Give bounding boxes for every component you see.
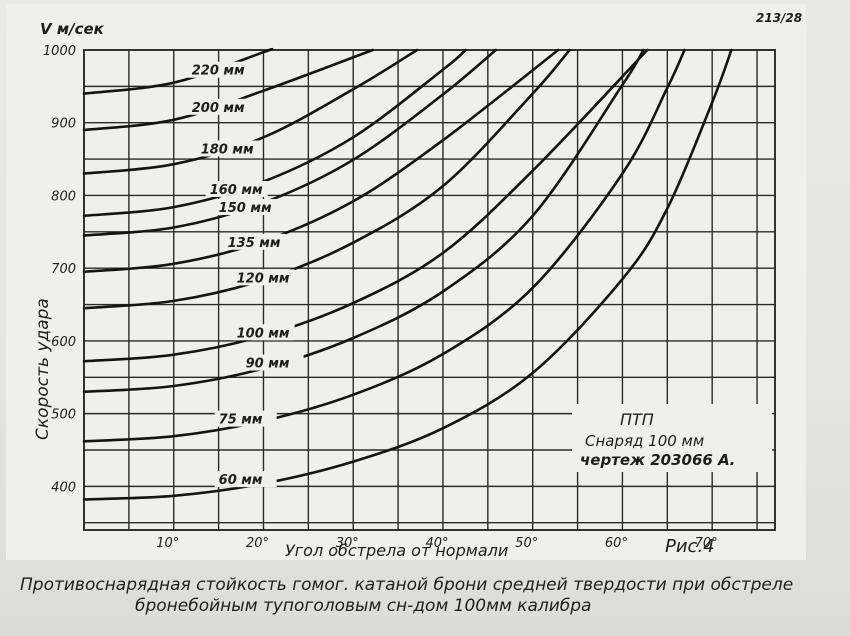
- curve-label: 180 мм: [201, 142, 254, 157]
- curve-label: 150 мм: [219, 201, 272, 216]
- annotation-mask: [572, 404, 772, 472]
- y-tick-label: 500: [51, 408, 76, 423]
- curve-label: 90 мм: [246, 357, 290, 372]
- y-tick-label: 800: [51, 189, 76, 204]
- x-tick-label: 30°: [336, 536, 359, 551]
- y-tick-label: 600: [51, 335, 76, 350]
- document-number: 213/28: [756, 11, 802, 25]
- curve-label: 60 мм: [219, 473, 263, 488]
- x-tick-label: 40°: [425, 536, 448, 551]
- curve-label-mask: [196, 140, 259, 157]
- curve-label-mask: [223, 233, 286, 250]
- series-line-160-мм: [82, 48, 467, 218]
- curve-label-mask: [214, 471, 277, 488]
- x-tick-label: 10°: [156, 536, 179, 551]
- tick-labels: 400 500 600 700 800 900 1000 10° 20° 30° 40° 50° 60°…: [43, 44, 718, 551]
- curve-label: 160 мм: [210, 183, 263, 198]
- curve-label-mask: [187, 61, 250, 78]
- y-axis-label: Скорость удара: [33, 298, 53, 440]
- series-line-120-мм: [82, 48, 571, 310]
- curve-label-mask: [214, 199, 277, 216]
- curve-label: 135 мм: [228, 236, 281, 251]
- y-unit-label: V м/сек: [40, 20, 105, 38]
- caption-line-2: бронебойным тупоголовым сн-дом 100мм кал…: [135, 596, 592, 616]
- series-line-150-мм: [82, 48, 498, 237]
- series-line-60-мм: [82, 48, 733, 501]
- curve-label-mask: [187, 98, 250, 115]
- series-line-135-мм: [82, 48, 560, 274]
- x-tick-label: 60°: [605, 536, 628, 551]
- series-line-100-мм: [82, 48, 649, 363]
- x-tick-label: 20°: [246, 536, 269, 551]
- curve-label-mask: [232, 324, 295, 341]
- caption-line-1: Противоснарядная стойкость гомог. катано…: [20, 575, 794, 595]
- annotation-line-2: Снаряд 100 мм: [585, 432, 704, 450]
- series-line-75-мм: [82, 48, 686, 443]
- paper-sheet: [6, 4, 806, 560]
- curve-label-mask: [232, 269, 295, 286]
- series-line-180-мм: [82, 48, 419, 175]
- y-tick-label: 900: [51, 117, 76, 132]
- figure-label: Рис.4: [665, 536, 715, 557]
- curve-label: 120 мм: [237, 271, 290, 286]
- x-tick-label: 50°: [515, 536, 538, 551]
- annotation-line-1: ПТП: [620, 410, 654, 429]
- x-axis-label: Угол обстрела от нормали: [285, 541, 508, 560]
- curve-label: 200 мм: [192, 101, 245, 116]
- curve-label: 75 мм: [219, 413, 263, 428]
- y-tick-label: 1000: [43, 44, 76, 59]
- curve-label: 100 мм: [237, 326, 290, 341]
- y-tick-label: 400: [51, 480, 76, 495]
- series-line-90-мм: [82, 48, 645, 394]
- annotation-line-3: чертеж 203066 А.: [580, 451, 735, 469]
- curve-label-mask: [205, 181, 268, 197]
- curve-labels: 60 мм 75 мм 90 мм 100 мм 120 мм 135 мм 150 мм 1…: [187, 61, 304, 488]
- curve-label-mask: [241, 354, 304, 371]
- curve-label: 220 мм: [192, 64, 245, 79]
- x-tick-label: 70°: [695, 536, 718, 551]
- y-tick-label: 700: [51, 262, 76, 277]
- plot-frame-border: [83, 49, 776, 531]
- curve-label-mask: [214, 410, 277, 427]
